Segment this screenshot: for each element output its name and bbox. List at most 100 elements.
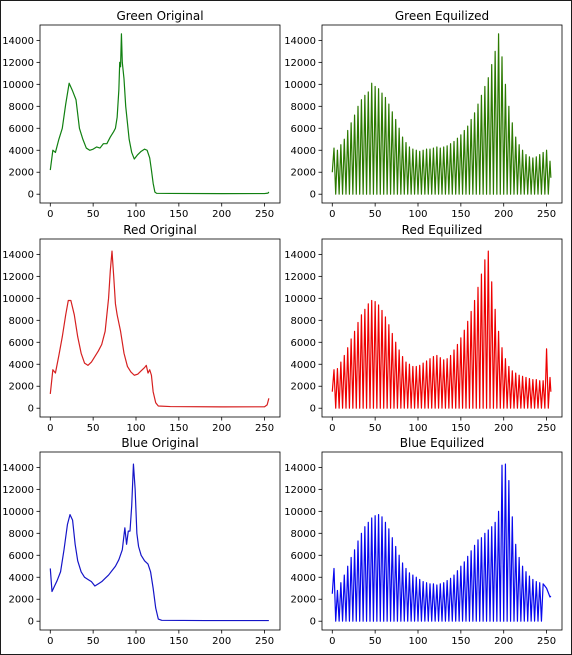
y-tick-label: 2000 (9, 595, 34, 606)
x-tick-label: 150 (451, 636, 470, 647)
axes-frame (39, 238, 281, 418)
y-tick-label: 12000 (284, 485, 316, 496)
y-tick-label: 12000 (2, 58, 34, 69)
x-tick-label: 200 (212, 636, 231, 647)
y-tick-label: 0 (28, 404, 34, 415)
subplot-title: Blue Equilized (400, 436, 484, 450)
x-tick-label: 0 (329, 423, 335, 434)
x-tick-label: 200 (212, 423, 231, 434)
axes-frame (321, 238, 563, 418)
x-tick-label: 250 (537, 209, 556, 220)
subplot-title: Red Original (123, 223, 197, 237)
y-tick-label: 6000 (9, 124, 34, 135)
y-tick-label: 10000 (2, 294, 34, 305)
y-tick-label: 10000 (284, 507, 316, 518)
x-tick-label: 50 (369, 209, 382, 220)
x-tick-label: 0 (329, 636, 335, 647)
subplot-green-original: Green Original 0 50 100 150 200 250 0 2000 4000 60… (2, 9, 281, 220)
y-tick-label: 4000 (9, 360, 34, 371)
subplot-title: Green Equilized (395, 9, 489, 23)
y-tick-label: 10000 (2, 507, 34, 518)
x-tick-label: 200 (494, 636, 513, 647)
subplot-red-equilized: Red Equilized 0 50 100 150 200 250 0 2000 4000 600… (284, 223, 563, 434)
x-tick-label: 250 (255, 636, 274, 647)
y-tick-label: 4000 (9, 573, 34, 584)
x-tick-label: 50 (87, 209, 100, 220)
y-tick-label: 12000 (284, 272, 316, 283)
x-tick-label: 0 (47, 423, 53, 434)
x-tick-label: 250 (537, 636, 556, 647)
y-tick-label: 2000 (9, 382, 34, 393)
y-tick-label: 10000 (284, 80, 316, 91)
subplot-title: Blue Original (121, 436, 198, 450)
subplot-green-equilized: Green Equilized 0 50 100 150 200 250 0 2000 4000 6… (284, 9, 563, 220)
y-tick-label: 8000 (9, 102, 34, 113)
x-tick-label: 250 (255, 209, 274, 220)
x-tick-label: 100 (126, 209, 145, 220)
series-line (331, 250, 552, 409)
y-tick-label: 2000 (291, 382, 316, 393)
x-tick-label: 50 (87, 636, 100, 647)
y-tick-label: 6000 (9, 338, 34, 349)
x-tick-label: 150 (169, 209, 188, 220)
y-tick-label: 2000 (291, 595, 316, 606)
subplot-red-original: Red Original 0 50 100 150 200 250 0 2000 4000 6000… (2, 223, 281, 434)
x-tick-label: 250 (537, 423, 556, 434)
subplot-blue-original: Blue Original 0 50 100 150 200 250 0 2000 4000 600… (2, 436, 281, 647)
y-tick-label: 8000 (291, 316, 316, 327)
series-line (331, 33, 552, 195)
x-tick-label: 150 (169, 423, 188, 434)
axes-frame (321, 451, 563, 631)
y-tick-label: 12000 (2, 485, 34, 496)
y-tick-label: 14000 (284, 36, 316, 47)
series-line (49, 33, 270, 195)
y-tick-label: 14000 (284, 250, 316, 261)
axes-frame (39, 24, 281, 204)
x-tick-label: 0 (329, 209, 335, 220)
x-tick-label: 100 (126, 423, 145, 434)
y-tick-label: 8000 (291, 102, 316, 113)
x-tick-label: 150 (169, 636, 188, 647)
y-tick-label: 10000 (284, 294, 316, 305)
y-tick-label: 0 (28, 190, 34, 201)
x-tick-label: 0 (47, 209, 53, 220)
y-tick-label: 6000 (291, 124, 316, 135)
y-tick-label: 2000 (9, 168, 34, 179)
x-tick-label: 100 (408, 423, 427, 434)
y-tick-label: 12000 (284, 58, 316, 69)
y-tick-label: 14000 (284, 463, 316, 474)
y-tick-label: 2000 (291, 168, 316, 179)
x-tick-label: 200 (494, 423, 513, 434)
x-tick-label: 200 (494, 209, 513, 220)
x-tick-label: 50 (369, 636, 382, 647)
y-tick-label: 14000 (2, 36, 34, 47)
subplot-title: Green Original (116, 9, 203, 23)
axes-frame (39, 451, 281, 631)
x-tick-label: 100 (408, 636, 427, 647)
series-line (49, 250, 270, 408)
y-tick-label: 4000 (291, 573, 316, 584)
y-tick-label: 0 (310, 190, 316, 201)
x-tick-label: 0 (47, 636, 53, 647)
x-tick-label: 50 (369, 423, 382, 434)
axes-frame (321, 24, 563, 204)
y-tick-label: 8000 (9, 316, 34, 327)
x-tick-label: 150 (451, 209, 470, 220)
subplot-blue-equilized: Blue Equilized 0 50 100 150 200 250 0 2000 4000 60… (284, 436, 563, 647)
y-tick-label: 8000 (291, 529, 316, 540)
x-tick-label: 100 (126, 636, 145, 647)
y-tick-label: 4000 (291, 360, 316, 371)
y-tick-label: 12000 (2, 272, 34, 283)
y-tick-label: 6000 (291, 551, 316, 562)
y-tick-label: 10000 (2, 80, 34, 91)
y-tick-label: 0 (310, 404, 316, 415)
subplot-title: Red Equilized (402, 223, 483, 237)
y-tick-label: 14000 (2, 463, 34, 474)
series-line (49, 463, 269, 622)
x-tick-label: 100 (408, 209, 427, 220)
y-tick-label: 4000 (291, 146, 316, 157)
y-tick-label: 0 (310, 617, 316, 628)
x-tick-label: 150 (451, 423, 470, 434)
